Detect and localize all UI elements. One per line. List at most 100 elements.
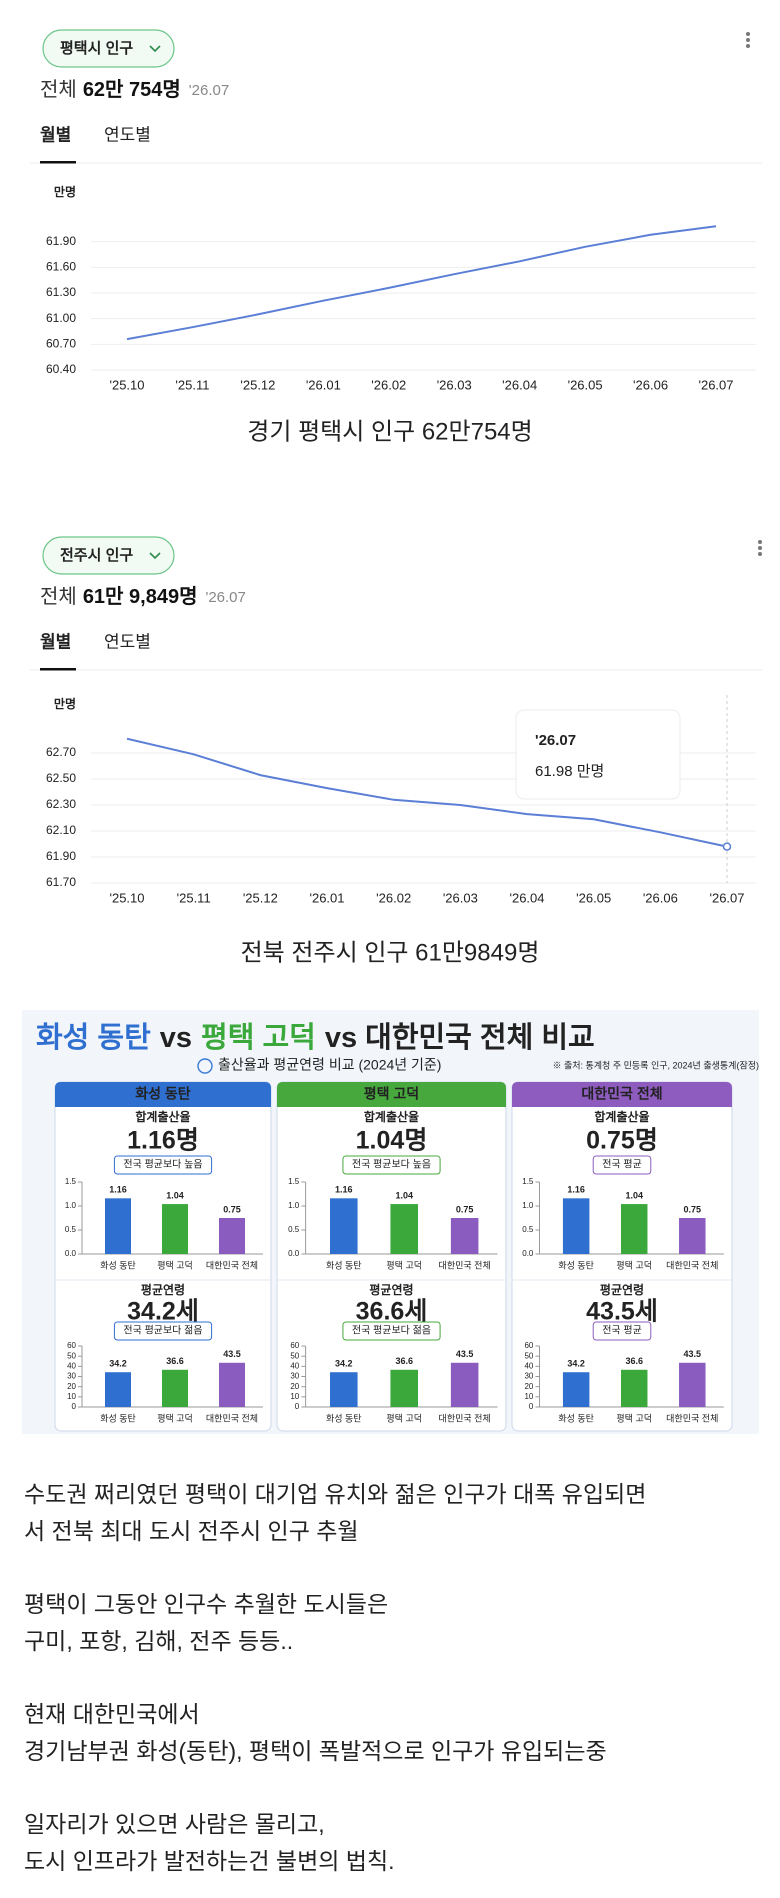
x-tick-label: '25.12: [243, 890, 278, 905]
tab[interactable]: 월별: [40, 125, 71, 144]
metric-headline: 34.2세: [127, 1298, 199, 1326]
x-tick-label: '26.05: [576, 890, 611, 905]
y-tick-label: 1.5: [522, 1177, 534, 1186]
date: '26.07: [205, 589, 245, 606]
bar: [450, 1362, 479, 1407]
value-label: 1.16: [109, 1185, 127, 1195]
tooltip-title: '26.07: [535, 732, 576, 749]
y-tick-label: 0: [72, 1402, 77, 1411]
y-tick-label: 1.0: [65, 1201, 77, 1210]
value-label: 34.2: [567, 1359, 585, 1369]
chip[interactable]: [42, 29, 175, 68]
body-line: 수도권 쩌리였던 평택이 대기업 유치와 젊은 인구가 대폭 유입되면: [24, 1481, 646, 1507]
y-tick-label: 0: [529, 1402, 534, 1411]
kebab-menu[interactable]: [758, 540, 762, 556]
x-tick-label: '25.11: [177, 890, 211, 905]
y-tick-label: 1.0: [288, 1201, 300, 1210]
bar: [162, 1204, 188, 1254]
y-tick-label: 10: [67, 1392, 76, 1401]
dot: [746, 38, 750, 42]
data-line: [126, 737, 728, 848]
x-tick-label: 평택 고덕: [386, 1413, 422, 1423]
y-tick-label: 62.10: [46, 823, 76, 837]
badge: [592, 1155, 652, 1175]
x-tick-label: '26.04: [502, 377, 537, 392]
badge: [342, 1155, 441, 1175]
metric-headline: 1.16명: [127, 1127, 199, 1155]
y-tick-label: 50: [524, 1351, 533, 1360]
x-tick-label: '26.03: [437, 377, 472, 392]
tab-underline: [40, 161, 76, 164]
y-unit: 만명: [54, 184, 76, 199]
tab-underline: [40, 668, 76, 671]
y-tick-label: 60: [290, 1341, 299, 1350]
x-tick-label: '26.04: [509, 890, 544, 905]
kebab-menu[interactable]: [746, 32, 750, 48]
y-tick-label: 0.5: [65, 1225, 77, 1234]
y-tick-label: 61.00: [46, 311, 76, 325]
title-part: 화성 동탄: [36, 1021, 151, 1054]
bar: [330, 1198, 358, 1254]
dot: [758, 552, 762, 556]
title-part: vs: [160, 1022, 192, 1054]
metric-title: 합계출산율: [135, 1109, 190, 1124]
tooltip: [515, 709, 681, 800]
title-part: 평택 고덕: [201, 1021, 316, 1054]
y-tick-label: 30: [524, 1372, 533, 1381]
value-label: 0.75: [223, 1204, 241, 1214]
badge: [592, 1321, 652, 1341]
x-tick-label: '26.05: [568, 377, 603, 392]
dot: [746, 32, 750, 36]
bar: [450, 1218, 479, 1254]
value-label: 43.5: [684, 1349, 702, 1359]
value-label: 43.5: [456, 1349, 474, 1359]
infographic-title: 화성 동탄 vs 평택 고덕 vs 대한민국 전체 비교: [36, 1021, 595, 1054]
badge: [113, 1155, 213, 1175]
chevron: [149, 552, 161, 560]
x-tick-label: 평택 고덕: [157, 1413, 193, 1423]
x-tick-label: 평택 고덕: [616, 1413, 652, 1423]
tab[interactable]: 연도별: [104, 125, 151, 144]
metric-headline: 43.5세: [586, 1298, 658, 1326]
dot: [758, 540, 762, 544]
panel-title: 대한민국 전체: [581, 1086, 662, 1102]
tab[interactable]: 연도별: [104, 632, 151, 651]
total-label: 전체: [40, 585, 77, 608]
x-tick-label: '26.02: [371, 377, 406, 392]
x-tick-label: 화성 동탄: [326, 1260, 362, 1270]
x-tick-label: 대한민국 전체: [666, 1260, 718, 1270]
badge-label: 전국 평균: [602, 1325, 642, 1337]
x-tick-label: '25.11: [175, 377, 209, 392]
x-tick-label: 대한민국 전체: [206, 1260, 258, 1270]
y-tick-label: 61.60: [46, 260, 76, 274]
y-tick-label: 0.5: [288, 1225, 300, 1234]
x-tick-label: 평택 고덕: [616, 1260, 652, 1270]
x-tick-label: '26.07: [698, 377, 733, 392]
badge-label: 전국 평균보다 젊음: [123, 1325, 202, 1337]
chip[interactable]: [42, 536, 175, 575]
badge-label: 전국 평균보다 높음: [123, 1159, 202, 1171]
bar: [105, 1198, 131, 1254]
value-label: 1.04: [395, 1190, 413, 1200]
badge-label: 전국 평균보다 젊음: [352, 1325, 431, 1337]
badge-label: 전국 평균보다 높음: [352, 1159, 431, 1171]
bar: [390, 1204, 419, 1254]
y-tick-label: 40: [67, 1361, 76, 1370]
x-tick-label: '26.02: [376, 890, 411, 905]
y-tick-label: 0.0: [288, 1249, 300, 1258]
total-value: 62만 754명: [83, 78, 181, 101]
value-label: 0.75: [456, 1204, 474, 1214]
y-tick-label: 20: [524, 1382, 533, 1391]
metric-headline: 1.04명: [356, 1127, 428, 1155]
value-label: 1.16: [335, 1185, 353, 1195]
chevron: [149, 45, 161, 53]
tab[interactable]: 월별: [40, 632, 71, 651]
y-tick-label: 60: [524, 1341, 533, 1350]
x-tick-label: 대한민국 전체: [439, 1413, 491, 1423]
chip-label: 평택시 인구: [60, 39, 133, 57]
panel-title: 화성 동탄: [135, 1086, 191, 1102]
x-tick-label: 화성 동탄: [100, 1413, 136, 1423]
data-line: [126, 225, 717, 341]
